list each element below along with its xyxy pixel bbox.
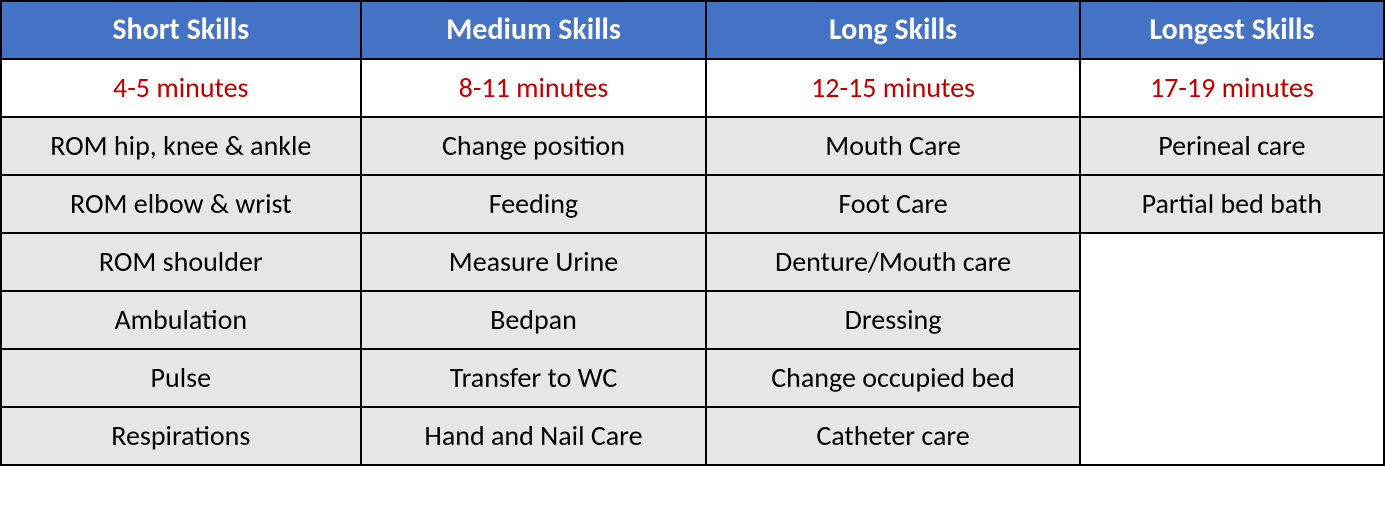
col-header-long: Long Skills	[706, 1, 1079, 59]
skill-cell: Foot Care	[706, 175, 1079, 233]
table-row: Respirations Hand and Nail Care Catheter…	[1, 407, 1384, 465]
skill-cell: Pulse	[1, 349, 361, 407]
skill-cell: Bedpan	[361, 291, 707, 349]
col-header-longest: Longest Skills	[1080, 1, 1384, 59]
skill-cell-blank	[1080, 349, 1384, 407]
duration-row: 4-5 minutes 8-11 minutes 12-15 minutes 1…	[1, 59, 1384, 117]
skill-cell: Respirations	[1, 407, 361, 465]
header-row: Short Skills Medium Skills Long Skills L…	[1, 1, 1384, 59]
skill-cell: Change position	[361, 117, 707, 175]
skill-cell-blank	[1080, 291, 1384, 349]
skill-cell: Hand and Nail Care	[361, 407, 707, 465]
skill-cell: Partial bed bath	[1080, 175, 1384, 233]
skill-cell: ROM hip, knee & ankle	[1, 117, 361, 175]
table-row: ROM shoulder Measure Urine Denture/Mouth…	[1, 233, 1384, 291]
skills-table-container: Short Skills Medium Skills Long Skills L…	[0, 0, 1385, 466]
skill-cell: Feeding	[361, 175, 707, 233]
skill-cell: Denture/Mouth care	[706, 233, 1079, 291]
skill-cell: ROM elbow & wrist	[1, 175, 361, 233]
skills-table: Short Skills Medium Skills Long Skills L…	[0, 0, 1385, 466]
skill-cell: Measure Urine	[361, 233, 707, 291]
col-header-medium: Medium Skills	[361, 1, 707, 59]
skill-cell-blank	[1080, 407, 1384, 465]
skill-cell: Mouth Care	[706, 117, 1079, 175]
skill-cell: Perineal care	[1080, 117, 1384, 175]
skill-cell: Transfer to WC	[361, 349, 707, 407]
skill-cell: ROM shoulder	[1, 233, 361, 291]
table-row: ROM elbow & wrist Feeding Foot Care Part…	[1, 175, 1384, 233]
duration-longest: 17-19 minutes	[1080, 59, 1384, 117]
duration-short: 4-5 minutes	[1, 59, 361, 117]
table-row: Ambulation Bedpan Dressing	[1, 291, 1384, 349]
table-row: ROM hip, knee & ankle Change position Mo…	[1, 117, 1384, 175]
skill-cell-blank	[1080, 233, 1384, 291]
col-header-short: Short Skills	[1, 1, 361, 59]
duration-medium: 8-11 minutes	[361, 59, 707, 117]
table-row: Pulse Transfer to WC Change occupied bed	[1, 349, 1384, 407]
duration-long: 12-15 minutes	[706, 59, 1079, 117]
skill-cell: Change occupied bed	[706, 349, 1079, 407]
skill-cell: Dressing	[706, 291, 1079, 349]
skill-cell: Ambulation	[1, 291, 361, 349]
skill-cell: Catheter care	[706, 407, 1079, 465]
